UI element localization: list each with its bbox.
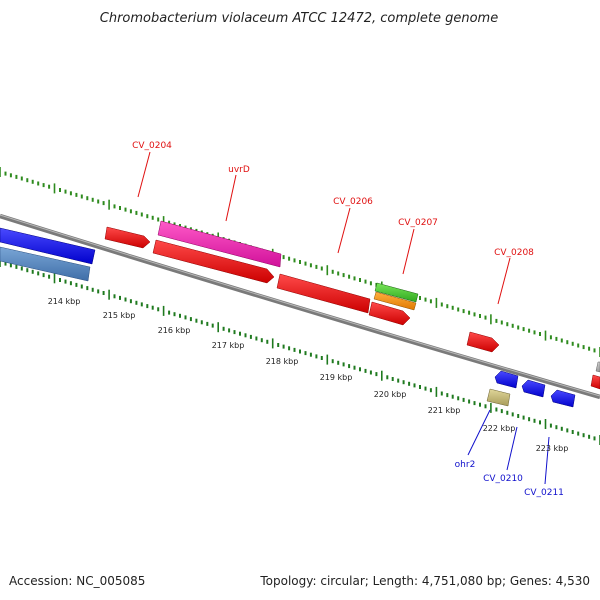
kbp-label: 215 kbp	[103, 311, 136, 320]
leader-cv0204	[137, 151, 151, 198]
kbp-label: 222 kbp	[483, 424, 516, 433]
gene-feature-ohr2[interactable]	[486, 388, 511, 407]
reverse-strand-tick-track	[0, 257, 600, 445]
position-labels: 214 kbp 215 kbp 216 kbp 217 kbp 218 kbp …	[48, 297, 569, 453]
accession-text: Accession: NC_005085	[9, 574, 146, 588]
leader-uvrD	[225, 174, 237, 222]
gene-feature-uvrD[interactable]	[157, 220, 282, 268]
gene-feature-cv0207-green[interactable]	[374, 282, 419, 303]
status-footer: Accession: NC_005085 Topology: circular;…	[0, 572, 600, 592]
kbp-label: 217 kbp	[212, 341, 245, 350]
kbp-label: 219 kbp	[320, 373, 353, 382]
gene-feature-blue[interactable]	[0, 227, 96, 265]
genome-backbone-highlight	[0, 214, 600, 397]
gene-feature-blue-a[interactable]	[494, 370, 519, 389]
map-title: Chromobacterium violaceum ATCC 12472, co…	[100, 11, 498, 26]
gene-feature-red-long[interactable]	[152, 239, 275, 284]
kbp-label: 216 kbp	[158, 326, 191, 335]
gene-labels: CV_0204 uvrD CV_0206 CV_0207 CV_0208 ohr…	[132, 141, 564, 498]
gene-feature-gray-edge[interactable]	[595, 361, 600, 373]
gene-feature-blue-b[interactable]	[521, 379, 546, 398]
genome-summary-text: Topology: circular; Length: 4,751,080 bp…	[260, 574, 590, 588]
gene-label-cv0206[interactable]: CV_0206	[333, 197, 373, 207]
leader-cv0211	[544, 436, 550, 485]
gene-feature-red-small[interactable]	[368, 301, 411, 326]
gene-feature-blue-c[interactable]	[550, 389, 576, 408]
gene-label-cv0210[interactable]: CV_0210	[483, 474, 523, 484]
gene-feature-cv0204[interactable]	[104, 226, 151, 249]
gene-feature-steel[interactable]	[0, 246, 91, 282]
gene-label-cv0204[interactable]: CV_0204	[132, 141, 172, 151]
gene-label-uvrD[interactable]: uvrD	[228, 165, 250, 175]
gene-feature-red-edge[interactable]	[590, 374, 600, 390]
kbp-label: 218 kbp	[266, 357, 299, 366]
kbp-label: 223 kbp	[536, 444, 569, 453]
leader-ohr2	[467, 409, 491, 456]
gene-label-cv0207[interactable]: CV_0207	[398, 218, 438, 228]
gene-label-leaders	[137, 151, 550, 485]
gene-label-ohr2[interactable]: ohr2	[455, 460, 476, 470]
kbp-label: 220 kbp	[374, 390, 407, 399]
leader-cv0206	[337, 207, 351, 254]
kbp-label: 221 kbp	[428, 406, 461, 415]
gene-feature-cv0207-orange[interactable]	[373, 291, 417, 311]
kbp-label: 214 kbp	[48, 297, 81, 306]
leader-cv0210	[506, 426, 518, 471]
gene-label-cv0208[interactable]: CV_0208	[494, 248, 534, 258]
leader-cv0207	[402, 228, 415, 275]
gene-label-cv0211[interactable]: CV_0211	[524, 488, 564, 498]
gene-feature-cv0208[interactable]	[466, 331, 500, 353]
gene-features	[0, 220, 600, 408]
gene-feature-cv0206[interactable]	[276, 273, 371, 314]
genome-backbone	[0, 213, 600, 400]
leader-cv0208	[497, 257, 511, 305]
